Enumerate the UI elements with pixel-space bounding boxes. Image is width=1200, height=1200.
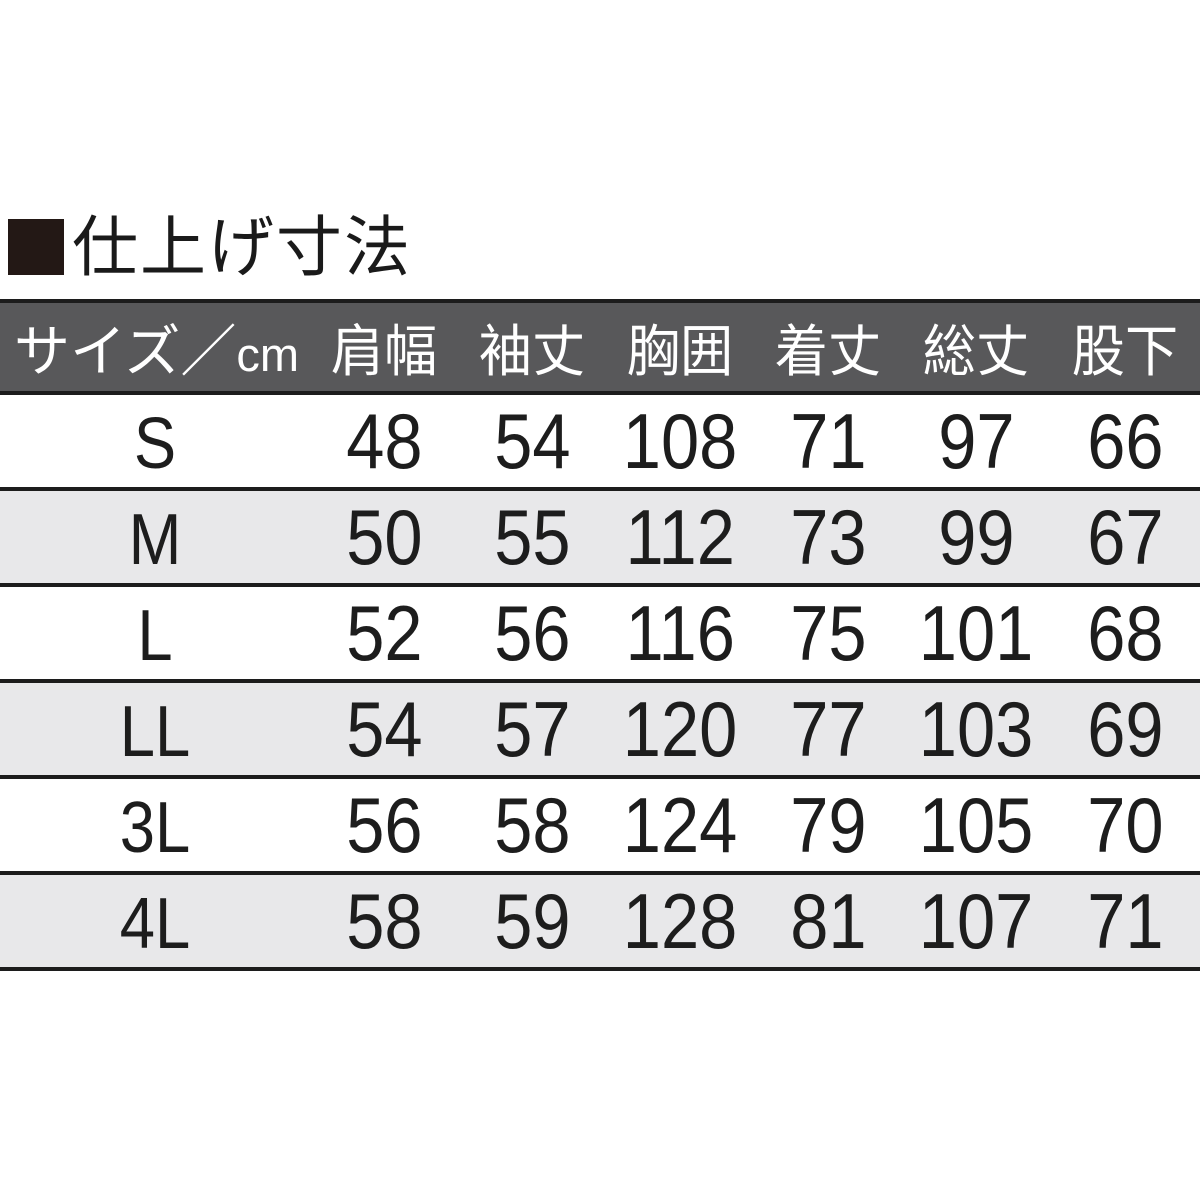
table-row: M 50 55 112 73 99 67: [0, 489, 1200, 587]
header-size-unit: サイズ／cm: [0, 299, 310, 395]
cell-chest-circumference: 116: [606, 585, 754, 683]
cell-sleeve-length: 56: [458, 585, 606, 683]
cell-shoulder-width: 48: [310, 393, 458, 491]
cell-size: L: [0, 585, 310, 683]
cell-total-length: 101: [902, 585, 1050, 683]
cell-total-length: 107: [902, 873, 1050, 971]
cell-body-length: 79: [754, 777, 902, 875]
cell-inseam: 66: [1050, 393, 1200, 491]
cell-size: S: [0, 393, 310, 491]
cell-size: M: [0, 489, 310, 587]
cell-total-length: 99: [902, 489, 1050, 587]
header-unit-label: cm: [236, 327, 299, 381]
section-title: 仕上げ寸法: [8, 214, 412, 280]
cell-size: 3L: [0, 777, 310, 875]
cell-shoulder-width: 56: [310, 777, 458, 875]
table-row: 3L 56 58 124 79 105 70: [0, 777, 1200, 875]
cell-body-length: 77: [754, 681, 902, 779]
cell-body-length: 81: [754, 873, 902, 971]
table-header-row: サイズ／cm 肩幅 袖丈 胸囲 着丈 総丈 股下: [0, 299, 1200, 395]
cell-chest-circumference: 108: [606, 393, 754, 491]
cell-inseam: 69: [1050, 681, 1200, 779]
cell-sleeve-length: 55: [458, 489, 606, 587]
cell-chest-circumference: 120: [606, 681, 754, 779]
cell-sleeve-length: 57: [458, 681, 606, 779]
header-chest-circumference: 胸囲: [606, 299, 754, 395]
cell-inseam: 67: [1050, 489, 1200, 587]
header-total-length: 総丈: [902, 299, 1050, 395]
cell-shoulder-width: 54: [310, 681, 458, 779]
cell-total-length: 97: [902, 393, 1050, 491]
cell-total-length: 103: [902, 681, 1050, 779]
table-row: L 52 56 116 75 101 68: [0, 585, 1200, 683]
table-row: LL 54 57 120 77 103 69: [0, 681, 1200, 779]
square-bullet-icon: [8, 219, 64, 275]
cell-chest-circumference: 128: [606, 873, 754, 971]
cell-inseam: 70: [1050, 777, 1200, 875]
cell-chest-circumference: 124: [606, 777, 754, 875]
cell-sleeve-length: 54: [458, 393, 606, 491]
cell-inseam: 68: [1050, 585, 1200, 683]
header-shoulder-width: 肩幅: [310, 299, 458, 395]
cell-sleeve-length: 58: [458, 777, 606, 875]
cell-shoulder-width: 50: [310, 489, 458, 587]
header-size-label: サイズ／: [14, 319, 237, 383]
table-row: S 48 54 108 71 97 66: [0, 393, 1200, 491]
cell-body-length: 71: [754, 393, 902, 491]
cell-body-length: 73: [754, 489, 902, 587]
header-body-length: 着丈: [754, 299, 902, 395]
cell-size: LL: [0, 681, 310, 779]
cell-chest-circumference: 112: [606, 489, 754, 587]
cell-inseam: 71: [1050, 873, 1200, 971]
cell-size: 4L: [0, 873, 310, 971]
cell-shoulder-width: 52: [310, 585, 458, 683]
header-inseam: 股下: [1050, 299, 1200, 395]
cell-body-length: 75: [754, 585, 902, 683]
header-sleeve-length: 袖丈: [458, 299, 606, 395]
section-title-text: 仕上げ寸法: [72, 210, 412, 284]
cell-shoulder-width: 58: [310, 873, 458, 971]
size-spec-table: サイズ／cm 肩幅 袖丈 胸囲 着丈 総丈 股下 S 48 54 108 71 …: [0, 299, 1200, 971]
cell-sleeve-length: 59: [458, 873, 606, 971]
table-row: 4L 58 59 128 81 107 71: [0, 873, 1200, 971]
cell-total-length: 105: [902, 777, 1050, 875]
